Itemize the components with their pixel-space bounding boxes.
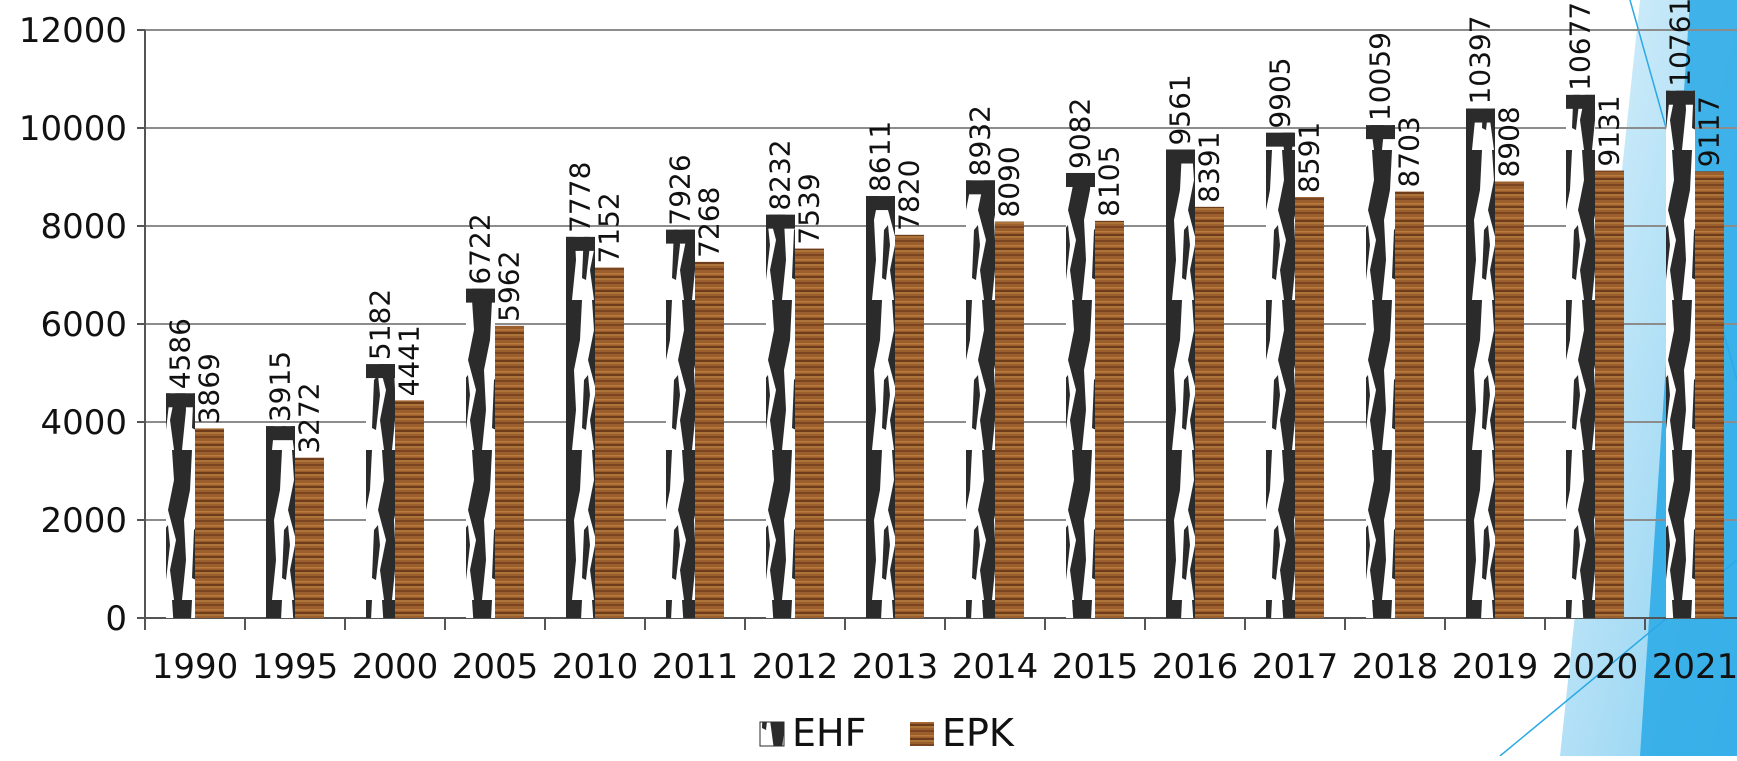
data-label-epk-2021: 9117 (1693, 96, 1726, 167)
x-tick-label: 1990 (152, 647, 239, 687)
bar-epk-2014 (995, 221, 1024, 618)
data-label-ehf-2010: 7778 (564, 162, 597, 233)
bar-epk-2012 (795, 248, 824, 619)
data-label-ehf-2000: 5182 (364, 289, 397, 360)
data-label-ehf-2015: 9082 (1064, 98, 1097, 169)
data-label-epk-2015: 8105 (1093, 146, 1126, 217)
data-label-epk-2019: 8908 (1493, 106, 1526, 177)
bar-ehf-2011 (666, 229, 695, 618)
bar-ehf-2021 (1666, 90, 1695, 618)
data-label-ehf-2018: 10059 (1364, 32, 1397, 121)
bar-epk-2005 (495, 325, 524, 618)
x-tick-label: 2000 (352, 647, 439, 687)
bar-epk-1995 (295, 457, 324, 618)
bar-ehf-2017 (1266, 132, 1295, 618)
bar-ehf-2020 (1566, 94, 1595, 618)
data-label-epk-1995: 3272 (293, 382, 326, 453)
bar-ehf-2019 (1466, 108, 1495, 618)
y-tick-label: 0 (105, 599, 127, 639)
bars (166, 90, 1724, 619)
y-tick-label: 10000 (19, 109, 127, 149)
legend: EHF EPK (759, 711, 1015, 755)
x-tick-label: 2019 (1452, 647, 1539, 687)
bar-ehf-2014 (966, 180, 995, 618)
bar-epk-2019 (1495, 181, 1524, 618)
x-tick-label: 2015 (1052, 647, 1139, 687)
x-tick-label: 1995 (252, 647, 339, 687)
data-label-ehf-2021: 10761 (1664, 0, 1697, 87)
y-tick-label: 12000 (19, 11, 127, 51)
bar-ehf-2018 (1366, 125, 1395, 618)
bar-ehf-2005 (466, 288, 495, 618)
data-label-epk-2014: 8090 (993, 146, 1026, 217)
data-label-ehf-1995: 3915 (264, 351, 297, 422)
x-tick-label: 2011 (652, 647, 739, 687)
bar-ehf-2013 (866, 196, 895, 618)
bar-epk-2016 (1195, 206, 1224, 618)
bar-epk-2010 (595, 267, 624, 618)
data-label-ehf-2011: 7926 (664, 154, 697, 225)
x-tick-label: 2005 (452, 647, 539, 687)
data-label-epk-2010: 7152 (593, 192, 626, 263)
legend-label: EHF (792, 711, 866, 755)
data-label-epk-2011: 7268 (693, 187, 726, 258)
y-tick-label: 6000 (40, 305, 127, 345)
data-label-epk-2013: 7820 (893, 160, 926, 231)
bar-ehf-1995 (266, 426, 295, 618)
bar-epk-2000 (395, 400, 424, 618)
bar-ehf-2000 (366, 364, 395, 618)
bar-epk-2015 (1095, 220, 1124, 619)
data-label-ehf-2017: 9905 (1264, 57, 1297, 128)
bar-ehf-2010 (566, 236, 595, 619)
data-label-ehf-2020: 10677 (1564, 2, 1597, 91)
bar-ehf-1990 (166, 393, 195, 618)
legend-item-ehf: EHF (759, 711, 866, 755)
data-label-epk-2016: 8391 (1193, 132, 1226, 203)
bar-ehf-2012 (766, 214, 795, 618)
legend-label: EPK (942, 711, 1015, 755)
tick-labels: 0 2000 4000 6000 8000 10000 12000 1990 1995 2000 2… (19, 11, 1737, 687)
data-label-epk-2005: 5962 (493, 251, 526, 322)
data-label-ehf-1990: 4586 (164, 318, 197, 389)
bar-epk-1990 (195, 428, 224, 618)
x-tick-label: 2013 (852, 647, 939, 687)
bar-epk-2018 (1395, 191, 1424, 619)
x-tick-label: 2018 (1352, 647, 1439, 687)
data-label-ehf-2014: 8932 (964, 105, 997, 176)
bar-epk-2017 (1295, 197, 1324, 618)
data-label-epk-1990: 3869 (193, 353, 226, 424)
x-tick-label: 2020 (1552, 647, 1639, 687)
x-tick-label: 2017 (1252, 647, 1339, 687)
data-label-ehf-2005: 6722 (464, 213, 497, 284)
legend-swatch (910, 722, 934, 746)
x-tick-label: 2012 (752, 647, 839, 687)
data-label-ehf-2019: 10397 (1464, 15, 1497, 104)
bar-epk-2011 (695, 261, 724, 618)
data-label-epk-2017: 8591 (1293, 122, 1326, 193)
bar-epk-2020 (1595, 170, 1624, 618)
bar-epk-2013 (895, 234, 924, 618)
y-tick-label: 2000 (40, 501, 127, 541)
x-tick-label: 2021 (1652, 647, 1737, 687)
data-label-ehf-2013: 8611 (864, 121, 897, 192)
x-tick-label: 2010 (552, 647, 639, 687)
legend-swatch (760, 722, 784, 746)
bar-ehf-2016 (1166, 149, 1195, 619)
data-label-epk-2012: 7539 (793, 173, 826, 244)
x-tick-label: 2016 (1152, 647, 1239, 687)
data-label-epk-2020: 9131 (1593, 95, 1626, 166)
y-tick-label: 4000 (40, 403, 127, 443)
y-tick-label: 8000 (40, 207, 127, 247)
data-label-epk-2000: 4441 (393, 325, 426, 396)
x-tick-label: 2014 (952, 647, 1039, 687)
data-label-ehf-2016: 9561 (1164, 74, 1197, 145)
bar-ehf-2015 (1066, 172, 1095, 618)
legend-item-epk: EPK (910, 711, 1015, 755)
data-label-ehf-2012: 8232 (764, 139, 797, 210)
bar-epk-2021 (1695, 171, 1724, 618)
data-label-epk-2018: 8703 (1393, 116, 1426, 187)
